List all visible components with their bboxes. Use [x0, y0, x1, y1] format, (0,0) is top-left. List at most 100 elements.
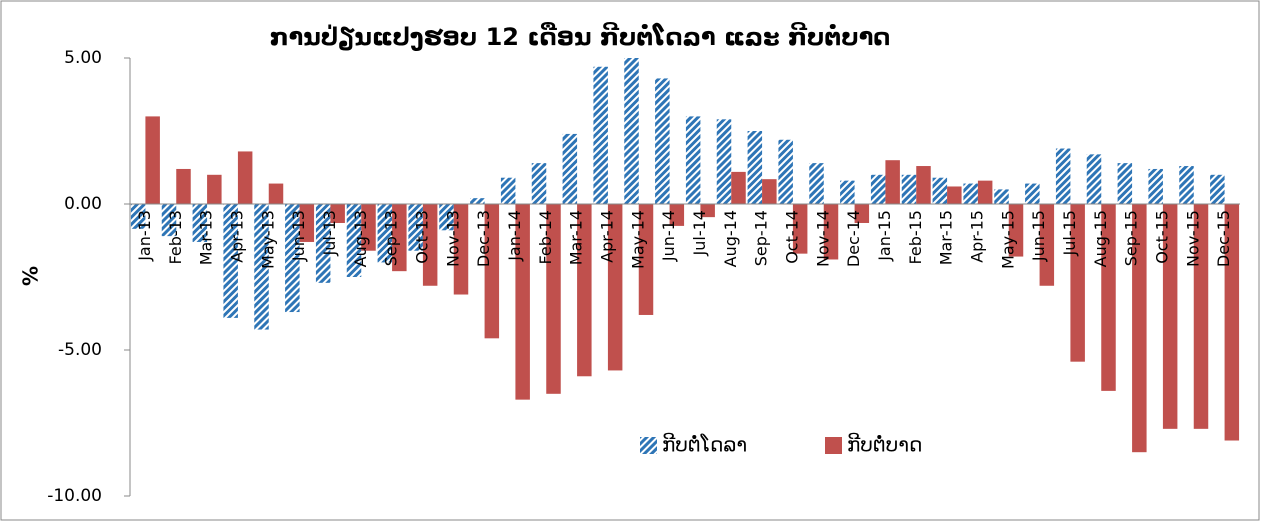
- x-tick-label: Jan-13: [135, 210, 154, 262]
- bar: [607, 204, 623, 371]
- x-tick-label: Dec-15: [1214, 210, 1233, 267]
- bar: [870, 174, 886, 204]
- bar: [562, 133, 578, 204]
- x-tick-label: Oct-14: [782, 210, 801, 264]
- bar: [593, 66, 608, 204]
- x-tick-label: Jan-14: [505, 210, 524, 262]
- bar: [1224, 204, 1240, 441]
- bar: [176, 168, 191, 204]
- x-tick-label: Oct-13: [412, 210, 431, 264]
- bar: [823, 204, 839, 260]
- bar: [655, 78, 670, 204]
- bar: [268, 183, 284, 204]
- bar: [531, 163, 547, 204]
- chart-title: ການປ່ຽນແປງຮອບ 12 ເດືອນ ກີບຕໍ່ໂດລາ ແລະ ກີ…: [270, 20, 891, 51]
- bar: [778, 139, 793, 204]
- bar: [1132, 204, 1147, 453]
- x-tick-label: Mar-14: [567, 210, 586, 265]
- legend-swatch: [825, 437, 842, 454]
- bar: [747, 131, 763, 204]
- x-tick-label: Apr-14: [597, 210, 616, 263]
- x-tick-label: Oct-15: [1152, 210, 1171, 264]
- bar: [638, 204, 654, 315]
- x-tick-label: Jun-14: [659, 210, 678, 262]
- bar: [422, 204, 438, 286]
- bar: [1148, 168, 1163, 204]
- bar: [192, 204, 208, 242]
- bar: [237, 151, 253, 204]
- bar: [854, 204, 870, 223]
- bar: [762, 179, 777, 204]
- x-tick-label: Nov-13: [443, 210, 462, 267]
- bar: [1101, 204, 1116, 391]
- bar: [145, 116, 160, 204]
- x-tick-label: Sep-13: [382, 210, 401, 266]
- y-tick-label: -5.00: [58, 340, 102, 360]
- bar: [439, 204, 454, 231]
- bar: [470, 198, 485, 204]
- bar: [453, 204, 469, 295]
- bar: [1162, 204, 1178, 429]
- bar: [947, 186, 962, 204]
- x-tick-label: Jun-13: [289, 210, 308, 262]
- bar: [223, 204, 238, 318]
- bar: [207, 174, 222, 204]
- bar: [977, 180, 993, 204]
- bar: [254, 204, 269, 330]
- legend-label: ກີບຕໍ່ບາດ: [847, 432, 922, 456]
- bar: [361, 204, 376, 251]
- x-tick-label: Mar-13: [197, 210, 216, 265]
- bar: [1008, 204, 1024, 257]
- bar: [161, 204, 177, 237]
- bar: [315, 204, 331, 283]
- bar: [285, 204, 300, 313]
- x-tick-label: Aug-15: [1091, 210, 1110, 267]
- x-tick-label: Jan-15: [875, 210, 894, 262]
- bar: [330, 204, 345, 223]
- bar: [885, 160, 900, 204]
- legend-swatch: [640, 437, 657, 454]
- bar: [669, 204, 685, 226]
- bar: [1179, 166, 1194, 204]
- x-tick-label: Apr-13: [227, 210, 246, 263]
- legend-label: ກີບຕໍ່ໂດລາ: [662, 432, 747, 456]
- bar: [1086, 154, 1102, 204]
- x-tick-label: Mar-15: [937, 210, 956, 265]
- x-tick-label: Dec-14: [844, 210, 863, 267]
- x-tick-label: May-15: [998, 210, 1017, 269]
- bar: [700, 204, 715, 218]
- bar: [840, 180, 855, 204]
- bar: [731, 171, 746, 204]
- x-tick-label: Nov-15: [1183, 210, 1202, 267]
- bar: [809, 163, 824, 204]
- x-tick-label: Aug-14: [721, 210, 740, 267]
- bar: [916, 166, 931, 204]
- x-tick-label: May-14: [628, 210, 647, 269]
- y-tick-label: 5.00: [64, 48, 102, 68]
- bar: [1055, 148, 1071, 204]
- x-tick-label: Dec-13: [474, 210, 493, 267]
- bar: [546, 204, 561, 394]
- bar: [716, 119, 732, 204]
- x-tick-label: Nov-14: [813, 210, 832, 267]
- bar: [994, 189, 1009, 204]
- bar: [624, 58, 639, 204]
- bar: [408, 204, 423, 251]
- bar: [685, 116, 701, 204]
- x-tick-label: Sep-14: [752, 210, 771, 266]
- bar: [792, 204, 808, 254]
- bar: [484, 204, 500, 339]
- bar: [130, 204, 146, 229]
- x-tick-label: May-13: [258, 210, 277, 269]
- bar: [1210, 174, 1225, 204]
- y-axis-label: %: [19, 266, 43, 286]
- bar: [963, 183, 978, 204]
- x-tick-label: Aug-13: [351, 210, 370, 267]
- bar: [1193, 204, 1209, 429]
- bar: [901, 174, 917, 204]
- x-tick-label: Jul-13: [320, 210, 339, 256]
- bar: [932, 177, 948, 204]
- x-tick-label: Sep-15: [1122, 210, 1141, 266]
- bar: [515, 204, 530, 400]
- bar: [346, 204, 362, 277]
